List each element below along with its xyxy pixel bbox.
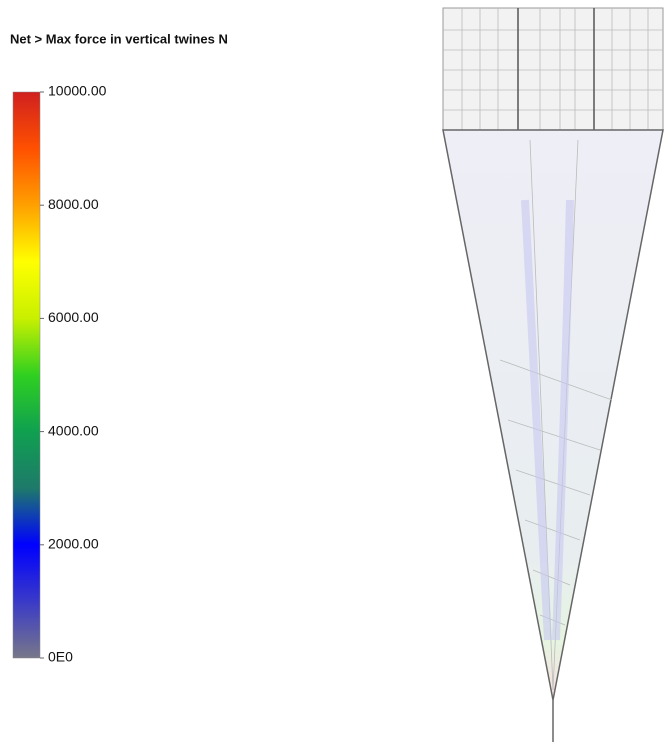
tick-label: 6000.00 <box>48 309 99 325</box>
colorbar <box>13 92 40 658</box>
screen: Net > Max force in vertical twines N 0E0… <box>0 0 665 742</box>
tick-label: 4000.00 <box>48 422 99 438</box>
tick-label: 10000.00 <box>48 83 107 99</box>
tick-label: 8000.00 <box>48 196 99 212</box>
tick-label: 2000.00 <box>48 536 99 552</box>
tick-label: 0E0 <box>48 649 73 665</box>
net-view <box>443 8 663 742</box>
legend-title: Net > Max force in vertical twines N <box>10 31 228 46</box>
